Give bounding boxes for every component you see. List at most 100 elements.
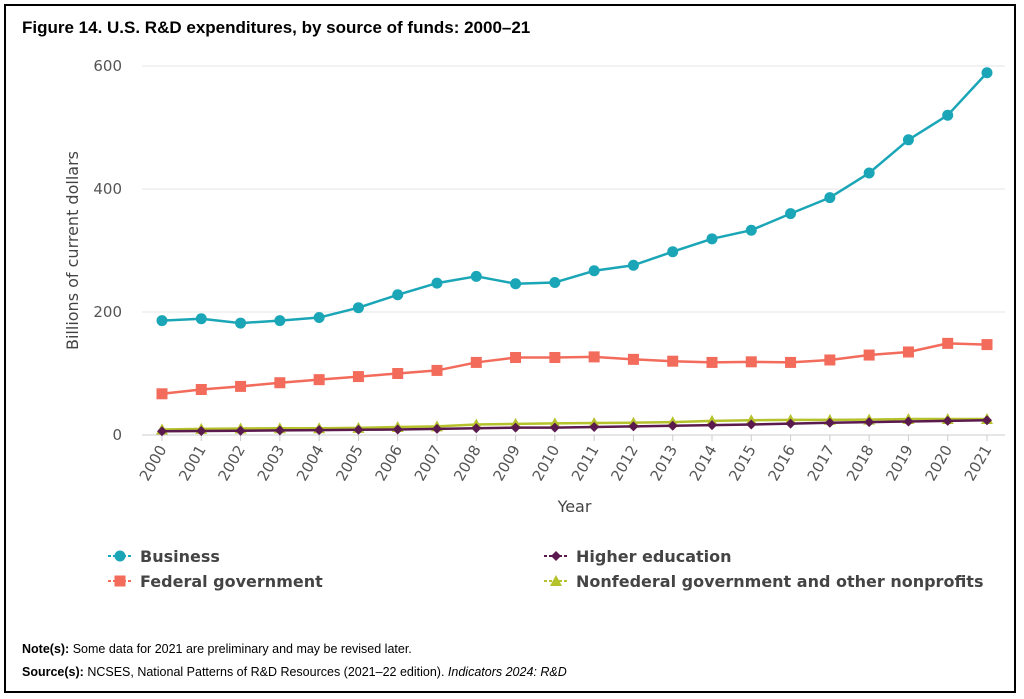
x-tick-label: 2007 bbox=[411, 442, 446, 484]
x-tick-label: 2006 bbox=[371, 442, 406, 484]
x-tick-label: 2002 bbox=[214, 442, 249, 484]
figure-title: Figure 14. U.S. R&D expenditures, by sou… bbox=[22, 18, 531, 37]
data-point-federal-government bbox=[902, 346, 914, 358]
data-point-higher-education bbox=[903, 416, 914, 427]
data-point-business bbox=[549, 276, 561, 288]
data-point-federal-government bbox=[706, 356, 718, 368]
series-line-nonfederal-government-and-other-nonprofits bbox=[161, 417, 987, 431]
x-tick-label: 2016 bbox=[764, 442, 799, 484]
data-point-federal-government bbox=[824, 354, 836, 366]
data-point-higher-education bbox=[196, 426, 207, 437]
data-point-higher-education bbox=[549, 422, 560, 433]
x-tick-label: 2008 bbox=[450, 442, 485, 484]
data-point-federal-government bbox=[235, 380, 247, 392]
data-point-higher-education bbox=[353, 424, 364, 435]
data-point-business bbox=[470, 270, 482, 282]
data-point-business bbox=[510, 278, 522, 290]
y-tick-label: 200 bbox=[93, 303, 122, 321]
data-point-business bbox=[706, 233, 718, 245]
x-tick-label: 2013 bbox=[646, 442, 681, 484]
x-tick-label: 2004 bbox=[293, 442, 328, 484]
data-point-higher-education bbox=[746, 419, 757, 430]
data-point-business bbox=[313, 312, 325, 324]
data-point-higher-education bbox=[274, 425, 285, 436]
source-label: Source(s): bbox=[22, 665, 84, 679]
legend-marker-federal-government bbox=[114, 575, 126, 587]
note-line: Note(s): Some data for 2021 are prelimin… bbox=[22, 642, 412, 656]
data-point-federal-government bbox=[863, 349, 875, 361]
legend-label-higher-education: Higher education bbox=[576, 547, 732, 566]
y-tick-label: 0 bbox=[112, 426, 122, 444]
data-point-business bbox=[274, 315, 286, 327]
legend-marker-higher-education bbox=[551, 551, 561, 561]
data-point-higher-education bbox=[314, 425, 325, 436]
data-point-federal-government bbox=[510, 352, 522, 364]
legend-marker-nonfederal-government-and-other-nonprofits bbox=[550, 575, 562, 586]
data-point-federal-government bbox=[195, 383, 207, 395]
data-point-higher-education bbox=[589, 422, 600, 433]
x-tick-label: 2020 bbox=[921, 442, 956, 484]
x-tick-label: 2017 bbox=[804, 442, 839, 484]
data-point-higher-education bbox=[707, 420, 717, 431]
figure-frame bbox=[4, 4, 1016, 693]
y-tick-label: 400 bbox=[93, 180, 122, 198]
x-tick-label: 2001 bbox=[175, 442, 210, 484]
data-point-business bbox=[431, 277, 443, 289]
source-italic: Indicators 2024: R&D bbox=[447, 665, 567, 679]
x-tick-label: 2018 bbox=[843, 442, 878, 484]
data-point-higher-education bbox=[864, 417, 875, 428]
data-point-business bbox=[392, 289, 404, 301]
data-point-business bbox=[588, 265, 600, 277]
data-point-federal-government bbox=[313, 374, 325, 386]
data-point-business bbox=[195, 313, 207, 325]
data-point-federal-government bbox=[352, 371, 364, 383]
data-point-business bbox=[745, 224, 757, 236]
data-point-federal-government bbox=[745, 356, 757, 368]
data-point-business bbox=[942, 109, 954, 121]
x-tick-label: 2003 bbox=[254, 442, 289, 484]
series-line-higher-education bbox=[161, 418, 988, 433]
data-point-higher-education bbox=[667, 420, 678, 431]
data-point-business bbox=[156, 315, 168, 327]
data-point-federal-government bbox=[392, 368, 404, 379]
data-point-business bbox=[352, 302, 364, 314]
note-text: Some data for 2021 are preliminary and m… bbox=[72, 642, 412, 656]
data-point-federal-government bbox=[627, 353, 639, 365]
data-point-federal-government bbox=[785, 356, 797, 368]
data-point-higher-education bbox=[785, 418, 796, 429]
x-tick-label: 2010 bbox=[529, 442, 564, 484]
x-tick-label: 2011 bbox=[568, 442, 603, 484]
note-label: Note(s): bbox=[22, 642, 70, 656]
source-text: NCSES, National Patterns of R&D Resource… bbox=[87, 665, 448, 679]
x-tick-label: 2005 bbox=[332, 442, 367, 484]
x-tick-label: 2012 bbox=[607, 442, 642, 484]
data-point-higher-education bbox=[628, 421, 639, 432]
source-line: Source(s): NCSES, National Patterns of R… bbox=[22, 665, 567, 679]
series-line-business bbox=[161, 71, 988, 325]
series-line-federal-government bbox=[161, 342, 988, 396]
data-point-business bbox=[235, 317, 247, 329]
data-point-federal-government bbox=[274, 377, 286, 389]
x-tick-label: 2014 bbox=[686, 442, 721, 484]
x-axis-title: Year bbox=[557, 497, 592, 516]
data-point-federal-government bbox=[549, 352, 561, 364]
x-tick-label: 2019 bbox=[882, 442, 917, 484]
y-tick-label: 600 bbox=[93, 57, 122, 75]
data-point-higher-education bbox=[824, 417, 835, 428]
data-point-federal-government bbox=[156, 388, 168, 400]
data-point-higher-education bbox=[157, 426, 167, 437]
data-point-higher-education bbox=[510, 422, 521, 433]
y-axis-title: Billions of current dollars bbox=[63, 151, 82, 350]
data-point-higher-education bbox=[235, 425, 246, 436]
legend-marker-business bbox=[114, 550, 126, 562]
data-point-business bbox=[824, 192, 836, 204]
data-point-business bbox=[785, 208, 797, 220]
legend-label-business: Business bbox=[140, 547, 220, 566]
legend-label-federal-government: Federal government bbox=[140, 572, 323, 591]
data-point-higher-education bbox=[392, 424, 403, 435]
data-point-federal-government bbox=[942, 337, 954, 349]
data-point-higher-education bbox=[471, 423, 482, 434]
data-point-higher-education bbox=[982, 415, 992, 426]
data-point-business bbox=[863, 167, 875, 179]
